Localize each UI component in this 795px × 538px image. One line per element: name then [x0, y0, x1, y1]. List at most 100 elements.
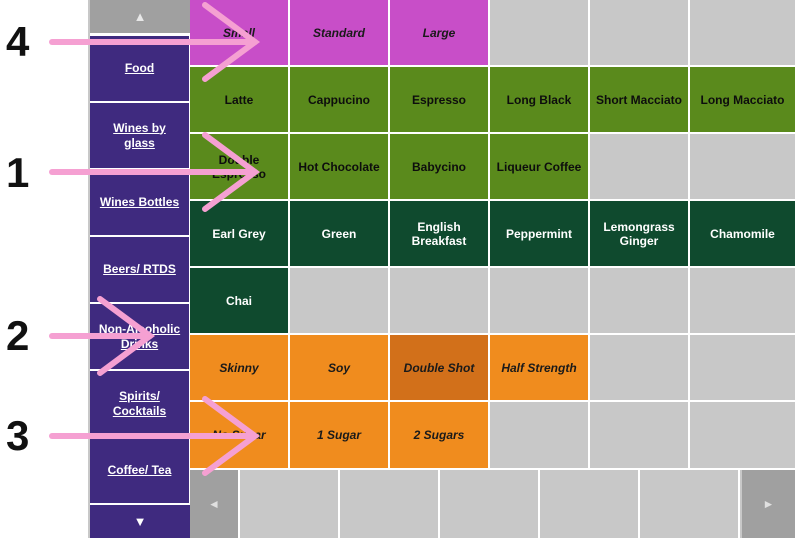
- item-short-macciato-button[interactable]: Short Macciato: [590, 67, 690, 134]
- item-label: Double Shot: [403, 360, 475, 375]
- item-1-sugar-button[interactable]: 1 Sugar: [290, 402, 390, 470]
- empty-slot: [590, 268, 690, 335]
- category-non-alcoholic-drinks-button[interactable]: Non-Alcoholic Drinks: [90, 304, 190, 371]
- item-half-strength-button[interactable]: Half Strength: [490, 335, 590, 402]
- item-large-button[interactable]: Large: [390, 0, 490, 67]
- nav-slot: [540, 470, 640, 538]
- item-lemongrass-ginger-button[interactable]: Lemongrass Ginger: [590, 201, 690, 268]
- nav-slot: [640, 470, 740, 538]
- item-standard-button[interactable]: Standard: [290, 0, 390, 67]
- annotation-number-2: 2: [6, 312, 30, 359]
- category-coffee-tea-button[interactable]: Coffee/ Tea: [90, 438, 190, 505]
- item-label: Liqueur Coffee: [496, 159, 582, 174]
- item-long-macciato-button[interactable]: Long Macciato: [690, 67, 795, 134]
- item-label: 2 Sugars: [413, 428, 465, 442]
- item-green-button[interactable]: Green: [290, 201, 390, 268]
- next-page-button[interactable]: ►: [742, 470, 795, 538]
- item-label: Short Macciato: [595, 92, 682, 107]
- annotation-number-3: 3: [6, 412, 30, 459]
- item-label: Large: [422, 25, 456, 40]
- category-sidebar: ▲ Food Wines by glass Wines Bottles Beer…: [90, 0, 190, 538]
- empty-slot: [590, 134, 690, 201]
- item-english-breakfast-button[interactable]: English Breakfast: [390, 201, 490, 268]
- item-label: 1 Sugar: [316, 428, 361, 442]
- scroll-down-button[interactable]: ▼: [90, 505, 190, 538]
- item-skinny-button[interactable]: Skinny: [190, 335, 290, 402]
- item-label: Double Espresso: [211, 152, 267, 181]
- prev-page-button[interactable]: ◄: [190, 470, 240, 538]
- item-espresso-button[interactable]: Espresso: [390, 67, 490, 134]
- category-label: Wines by glass: [113, 120, 166, 150]
- triangle-right-icon: ►: [762, 497, 775, 511]
- category-wines-by-glass-button[interactable]: Wines by glass: [90, 103, 190, 170]
- category-food-button[interactable]: Food: [90, 36, 190, 103]
- category-label: Beers/ RTDS: [103, 262, 176, 276]
- empty-slot: [290, 268, 390, 335]
- triangle-left-icon: ◄: [208, 497, 220, 511]
- category-beers-rtds-button[interactable]: Beers/ RTDS: [90, 237, 190, 304]
- item-label: No Sugar: [212, 428, 266, 442]
- item-label: Standard: [312, 25, 365, 40]
- item-long-black-button[interactable]: Long Black: [490, 67, 590, 134]
- item-double-shot-button[interactable]: Double Shot: [390, 335, 490, 402]
- item-babycino-button[interactable]: Babycino: [390, 134, 490, 201]
- empty-slot: [690, 335, 795, 402]
- item-chamomile-button[interactable]: Chamomile: [690, 201, 795, 268]
- item-label: Cappucino: [308, 92, 370, 107]
- nav-slot: [440, 470, 540, 538]
- empty-slot: [690, 134, 795, 201]
- item-label: Long Macciato: [700, 92, 785, 107]
- item-peppermint-button[interactable]: Peppermint: [490, 201, 590, 268]
- item-soy-button[interactable]: Soy: [290, 335, 390, 402]
- item-earl-grey-button[interactable]: Earl Grey: [190, 201, 290, 268]
- item-double-espresso-button[interactable]: Double Espresso: [190, 134, 290, 201]
- item-label: English Breakfast: [411, 219, 467, 248]
- empty-slot: [690, 0, 795, 67]
- item-label: Espresso: [411, 92, 467, 107]
- annotation-number-4: 4: [6, 18, 30, 65]
- category-label: Non-Alcoholic Drinks: [98, 321, 181, 351]
- item-label: Babycino: [411, 159, 466, 174]
- category-spirits-cocktails-button[interactable]: Spirits/ Cocktails: [90, 371, 190, 438]
- item-label: Long Black: [506, 92, 572, 107]
- item-small-button[interactable]: Small: [190, 0, 290, 67]
- empty-slot: [690, 268, 795, 335]
- empty-slot: [490, 268, 590, 335]
- chevron-down-icon: ▼: [133, 514, 147, 529]
- empty-slot: [590, 0, 690, 67]
- nav-slot: [240, 470, 340, 538]
- item-2-sugars-button[interactable]: 2 Sugars: [390, 402, 490, 470]
- item-liqueur-coffee-button[interactable]: Liqueur Coffee: [490, 134, 590, 201]
- item-label: Soy: [327, 360, 350, 375]
- empty-slot: [490, 402, 590, 470]
- item-label: Peppermint: [505, 226, 572, 241]
- item-hot-chocolate-button[interactable]: Hot Chocolate: [290, 134, 390, 201]
- product-grid: Small Standard Large Latte Cappucino Espresso…: [190, 0, 795, 470]
- item-latte-button[interactable]: Latte: [190, 67, 290, 134]
- item-chai-button[interactable]: Chai: [190, 268, 290, 335]
- item-label: Latte: [224, 92, 254, 107]
- empty-slot: [390, 268, 490, 335]
- annotation-number-1: 1: [6, 149, 30, 196]
- category-label: Wines Bottles: [99, 195, 180, 209]
- empty-slot: [490, 0, 590, 67]
- empty-slot: [590, 402, 690, 470]
- item-label: Small: [222, 25, 255, 40]
- item-cappucino-button[interactable]: Cappucino: [290, 67, 390, 134]
- page-navigation-bar: ◄ ►: [190, 470, 795, 538]
- empty-slot: [590, 335, 690, 402]
- item-no-sugar-button[interactable]: No Sugar: [190, 402, 290, 470]
- empty-slot: [690, 402, 795, 470]
- item-label: Earl Grey: [212, 226, 266, 241]
- category-label: Coffee/ Tea: [107, 463, 172, 477]
- item-label: Hot Chocolate: [298, 159, 380, 174]
- item-label: Chai: [225, 293, 252, 308]
- item-label: Chamomile: [710, 226, 775, 241]
- category-wines-bottles-button[interactable]: Wines Bottles: [90, 170, 190, 237]
- item-label: Green: [321, 226, 357, 241]
- scroll-up-button[interactable]: ▲: [90, 0, 190, 33]
- item-label: Skinny: [219, 360, 259, 375]
- category-label: Spirits/ Cocktails: [112, 388, 167, 418]
- item-label: Lemongrass Ginger: [603, 219, 675, 248]
- nav-slot: [340, 470, 440, 538]
